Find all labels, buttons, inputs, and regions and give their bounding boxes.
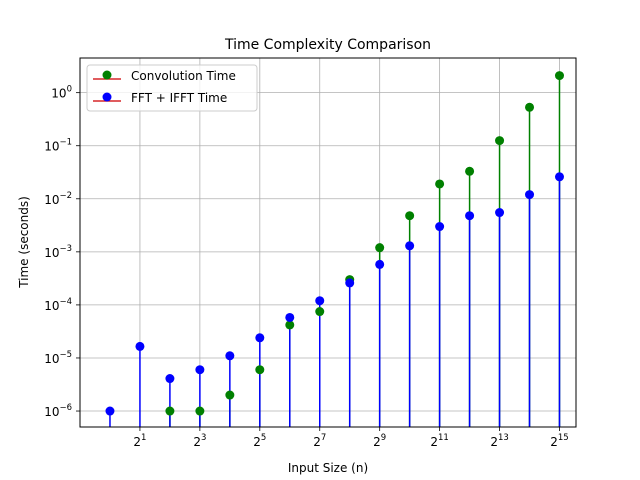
marker-convolution: [554, 71, 564, 81]
x-axis-ticks: 21 23 25 27 29 211 213 215: [133, 427, 569, 449]
legend-label-convolution: Convolution Time: [131, 69, 236, 83]
marker-convolution: [225, 390, 235, 400]
y-axis-ticks: 10−6 10−5 10−4 10−3 10−2 10−1 100: [44, 85, 80, 419]
legend-marker-fft: [102, 92, 112, 102]
marker-convolution: [165, 406, 175, 416]
marker-fft: [165, 374, 175, 384]
x-tick-label: 29: [373, 433, 386, 449]
marker-fft: [495, 208, 505, 218]
y-tick-label: 10−6: [44, 403, 72, 419]
marker-fft: [465, 211, 475, 221]
marker-convolution: [495, 136, 505, 146]
marker-convolution: [195, 406, 205, 416]
marker-fft: [105, 406, 115, 416]
marker-fft: [405, 241, 415, 251]
y-tick-label: 10−2: [44, 191, 72, 207]
marker-fft: [135, 341, 145, 351]
marker-fft: [255, 333, 265, 343]
marker-convolution: [375, 243, 385, 253]
marker-fft: [435, 222, 445, 232]
y-tick-label: 10−4: [44, 297, 72, 313]
x-tick-label: 27: [313, 433, 326, 449]
x-axis-label: Input Size (n): [288, 461, 368, 475]
x-tick-label: 213: [490, 433, 508, 449]
chart-title: Time Complexity Comparison: [224, 37, 431, 53]
legend-entry-fft: FFT + IFFT Time: [93, 91, 227, 105]
marker-fft: [525, 190, 535, 200]
y-tick-label: 100: [51, 85, 72, 101]
marker-fft: [195, 365, 205, 375]
marker-fft: [285, 312, 295, 322]
x-tick-label: 211: [430, 433, 448, 449]
marker-fft: [554, 172, 564, 182]
legend-box: [86, 64, 258, 112]
x-tick-label: 21: [133, 433, 146, 449]
legend: Convolution Time FFT + IFFT Time: [86, 64, 258, 112]
y-tick-label: 10−5: [44, 350, 72, 366]
plot-frame: [79, 57, 577, 428]
marker-convolution: [405, 211, 415, 221]
legend-label-fft: FFT + IFFT Time: [131, 91, 227, 105]
marker-convolution: [285, 320, 295, 330]
data-markers: [105, 71, 564, 416]
marker-fft: [225, 351, 235, 361]
marker-convolution: [465, 166, 475, 176]
x-tick-label: 23: [193, 433, 206, 449]
marker-fft: [375, 259, 385, 269]
y-tick-label: 10−3: [44, 244, 72, 260]
marker-convolution: [435, 179, 445, 189]
marker-convolution: [315, 307, 325, 317]
y-tick-label: 10−1: [44, 138, 72, 154]
x-tick-label: 215: [550, 433, 568, 449]
legend-marker-convolution: [102, 70, 112, 80]
marker-convolution: [525, 102, 535, 112]
x-tick-label: 25: [253, 433, 266, 449]
marker-fft: [315, 296, 325, 306]
legend-entry-convolution: Convolution Time: [93, 69, 236, 83]
marker-fft: [345, 278, 355, 288]
y-axis-label: Time (seconds): [17, 196, 31, 289]
marker-convolution: [255, 365, 265, 375]
